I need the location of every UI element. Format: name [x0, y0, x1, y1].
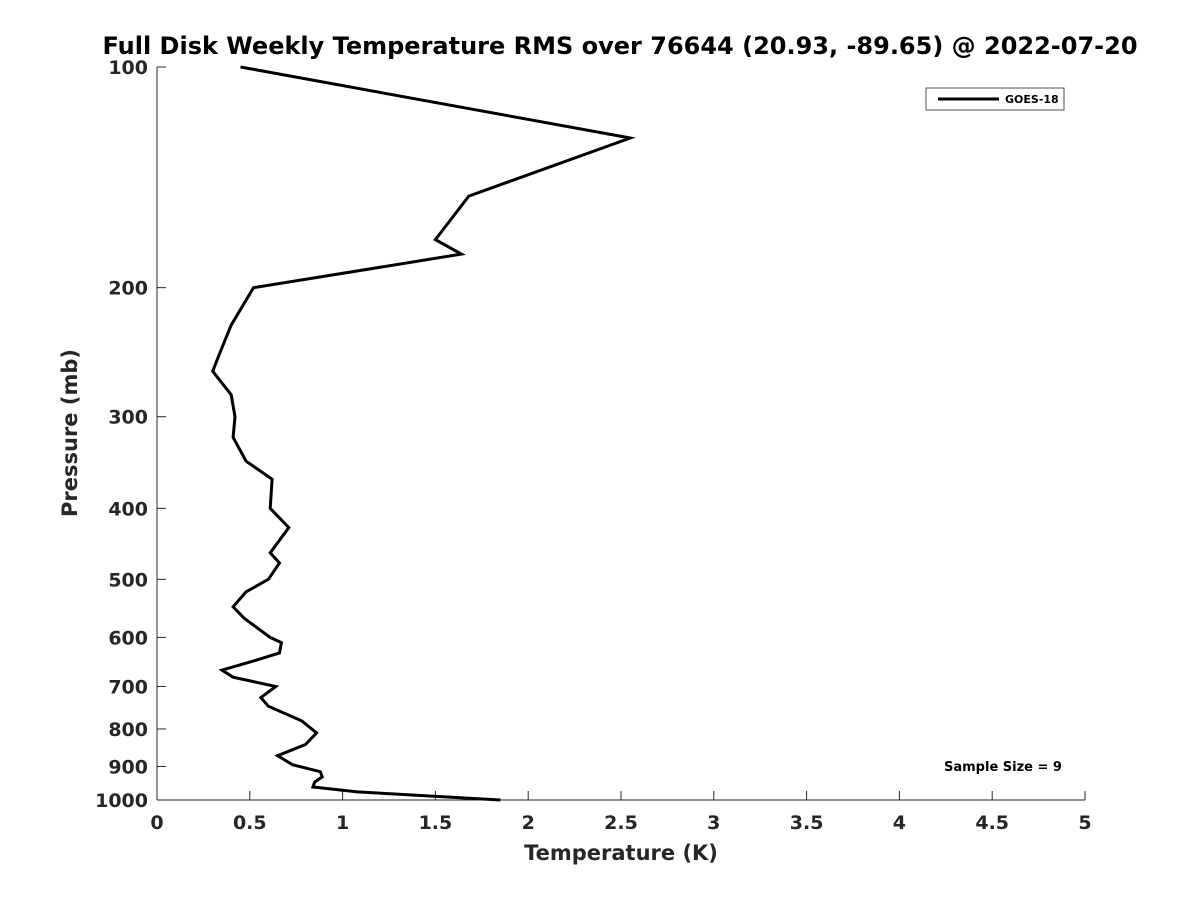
- y-tick-label: 900: [108, 756, 148, 778]
- x-tick-label: 1.5: [419, 812, 453, 834]
- y-tick-label: 200: [108, 278, 148, 300]
- x-tick-label: 5: [1078, 812, 1091, 834]
- y-tick-label: 700: [108, 676, 148, 698]
- y-tick-label: 500: [108, 569, 148, 591]
- x-tick-label: 3.5: [790, 812, 824, 834]
- y-tick-label: 600: [108, 627, 148, 649]
- y-tick-label: 1000: [95, 790, 148, 812]
- x-tick-label: 4.5: [975, 812, 1009, 834]
- plot-area: [157, 67, 1085, 800]
- legend-entry-goes-18: GOES-18: [1005, 93, 1059, 106]
- y-tick-label: 100: [108, 57, 148, 79]
- x-tick-label: 3: [707, 812, 720, 834]
- x-axis-ticks: 0 0.5 1 1.5 2 2.5 3 3.5 4 4.5 5: [150, 791, 1092, 834]
- x-tick-label: 2.5: [604, 812, 638, 834]
- x-tick-label: 4: [893, 812, 906, 834]
- y-tick-label: 300: [108, 407, 148, 429]
- y-tick-label: 800: [108, 719, 148, 741]
- y-tick-label: 400: [108, 498, 148, 520]
- x-tick-label: 2: [522, 812, 535, 834]
- series-line-goes-18: [210, 65, 637, 802]
- y-axis-label: Pressure (mb): [58, 349, 82, 517]
- x-tick-label: 1: [336, 812, 349, 834]
- x-tick-label: 0: [150, 812, 163, 834]
- x-tick-label: 0.5: [233, 812, 267, 834]
- legend: GOES-18: [925, 87, 1065, 111]
- chart-title: Full Disk Weekly Temperature RMS over 76…: [102, 32, 1137, 60]
- y-axis-ticks: 100 200 300 400 500 600 700 800 900 1000: [95, 57, 166, 812]
- sample-size-annotation: Sample Size = 9: [944, 760, 1062, 775]
- x-axis-label: Temperature (K): [524, 841, 718, 865]
